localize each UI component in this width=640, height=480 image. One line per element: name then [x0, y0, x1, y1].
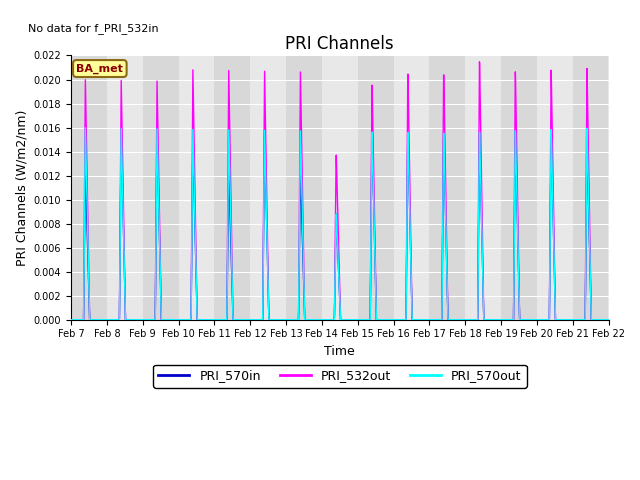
Title: PRI Channels: PRI Channels — [285, 35, 394, 52]
PRI_532out — [67, 317, 75, 323]
Bar — [573, 56, 609, 320]
PRI_532out — [605, 317, 612, 323]
PRI_532out — [129, 317, 136, 323]
PRI_570in — [67, 317, 75, 323]
Bar — [429, 56, 465, 320]
Bar — [107, 56, 143, 320]
PRI_570out — [273, 317, 281, 323]
PRI_570in — [297, 170, 305, 176]
PRI_570in — [595, 317, 602, 323]
PRI_570out — [595, 317, 602, 323]
PRI_570in — [536, 317, 544, 323]
PRI_570out — [536, 317, 544, 323]
X-axis label: Time: Time — [324, 345, 355, 358]
PRI_532out — [161, 317, 168, 323]
Bar — [71, 56, 107, 320]
Bar — [250, 56, 286, 320]
Bar — [322, 56, 358, 320]
PRI_570out — [297, 136, 305, 142]
Bar — [214, 56, 250, 320]
Y-axis label: PRI Channels (W/m2/nm): PRI Channels (W/m2/nm) — [15, 109, 28, 266]
Bar — [465, 56, 501, 320]
Bar — [501, 56, 537, 320]
Bar — [394, 56, 429, 320]
Bar — [537, 56, 573, 320]
PRI_570in — [605, 317, 612, 323]
PRI_570out — [81, 125, 89, 131]
PRI_570in — [117, 125, 125, 131]
PRI_532out — [273, 317, 281, 323]
PRI_570in — [273, 317, 281, 323]
PRI_570out — [605, 317, 612, 323]
PRI_532out — [536, 317, 544, 323]
PRI_570out — [129, 317, 136, 323]
PRI_532out — [296, 69, 304, 75]
Legend: PRI_570in, PRI_532out, PRI_570out: PRI_570in, PRI_532out, PRI_570out — [153, 364, 527, 387]
Bar — [358, 56, 394, 320]
Line: PRI_570in: PRI_570in — [71, 128, 609, 320]
PRI_570out — [161, 317, 168, 323]
PRI_532out — [595, 317, 602, 323]
Text: BA_met: BA_met — [76, 63, 124, 73]
Bar — [286, 56, 322, 320]
Text: No data for f_PRI_532in: No data for f_PRI_532in — [28, 24, 159, 35]
PRI_570in — [129, 317, 136, 323]
PRI_570in — [161, 317, 168, 323]
Line: PRI_532out: PRI_532out — [71, 62, 609, 320]
PRI_532out — [476, 59, 483, 65]
Bar — [179, 56, 214, 320]
PRI_570out — [67, 317, 75, 323]
Line: PRI_570out: PRI_570out — [71, 128, 609, 320]
Bar — [143, 56, 179, 320]
